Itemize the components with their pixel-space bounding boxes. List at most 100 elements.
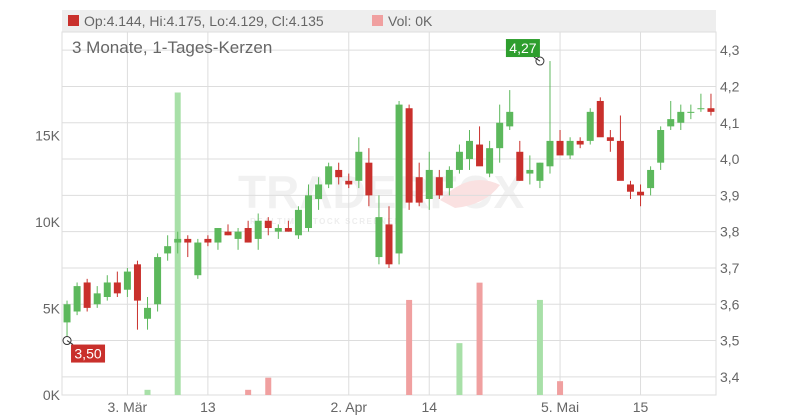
candle-up: [63, 304, 71, 323]
date-tick-label: 14: [421, 399, 437, 415]
candle-down: [707, 108, 715, 112]
price-tick-label: 3,9: [720, 187, 740, 203]
candle-up: [174, 238, 182, 243]
candle-down: [556, 140, 564, 156]
low-marker-box: [71, 344, 106, 363]
candles: [63, 61, 715, 341]
candle-up: [496, 122, 504, 149]
candle-up: [103, 282, 111, 297]
candle-up: [677, 111, 685, 123]
date-tick-label: 3. Mär: [108, 399, 148, 415]
candle-up: [355, 151, 363, 181]
candle-up: [647, 169, 655, 189]
volume-bar: [476, 282, 483, 395]
volume-bar: [456, 343, 463, 395]
candle-down: [113, 282, 121, 294]
candle-down: [637, 191, 645, 196]
volume-bar: [406, 299, 413, 395]
candle-up: [465, 140, 473, 160]
candle-down: [335, 169, 343, 178]
candle-up: [254, 220, 262, 239]
volume-tick-label: 10K: [35, 214, 61, 230]
price-tick-label: 3,5: [720, 333, 740, 349]
candle-up: [667, 119, 675, 127]
candle-up: [234, 231, 242, 239]
candle-up: [93, 293, 101, 305]
high-marker-leader: [533, 56, 541, 62]
candle-up: [375, 217, 383, 258]
chart-title: 3 Monate, 1-Tages-Kerzen: [72, 38, 272, 57]
candle-down: [415, 177, 423, 203]
candle-down: [516, 151, 524, 181]
grid: [61, 31, 717, 396]
candle-up: [657, 130, 665, 163]
candle-down: [435, 177, 443, 196]
price-tick-label: 3,7: [720, 260, 740, 276]
volume-bar: [265, 377, 272, 395]
price-tick-label: 3,6: [720, 296, 740, 312]
price-tick-label: 4,3: [720, 42, 740, 58]
candle-up: [687, 111, 695, 113]
candle-up: [526, 169, 534, 174]
candle-down: [365, 162, 373, 196]
watermark: TRADERFOX REALTIME STOCK SCREENER: [238, 166, 525, 226]
volume-legend: Vol: 0K: [388, 13, 433, 29]
candle-up: [154, 257, 162, 305]
candle-down: [616, 140, 624, 181]
candle-down: [576, 140, 584, 145]
candle-down: [264, 220, 272, 229]
candle-up: [425, 169, 433, 199]
candle-down: [284, 228, 292, 232]
candle-down: [596, 100, 604, 138]
volume-bar: [144, 389, 151, 395]
ohlc-legend: Op:4.144, Hi:4.175, Lo:4.129, Cl:4.135: [84, 13, 324, 29]
volume-tick-label: 0K: [43, 387, 61, 403]
candle-down: [385, 224, 393, 265]
candle-up: [325, 166, 333, 185]
price-tick-label: 4,1: [720, 115, 740, 131]
high-marker-box: [505, 39, 540, 58]
candle-up: [486, 148, 494, 174]
candle-down: [184, 238, 192, 243]
candle-up: [445, 169, 453, 189]
candle-up: [274, 228, 282, 232]
candle-down: [606, 137, 614, 141]
volume-bar: [557, 381, 564, 395]
price-tick-label: 3,4: [720, 369, 740, 385]
candle-down: [133, 264, 141, 301]
axes: 3,4 3,5 3,6 3,7 3,8 3,9 4,0 4,1 4,2 4,3 0K 5K 10K 15K…: [35, 42, 740, 415]
candle-down: [224, 231, 232, 236]
volume-legend-swatch: [372, 15, 383, 26]
candle-down: [244, 228, 252, 243]
candle-down: [476, 144, 484, 167]
candle-up: [455, 151, 463, 170]
watermark-tagline: REALTIME STOCK SCREENER: [250, 217, 402, 226]
candle-up: [536, 162, 544, 181]
ohlc-legend-swatch: [68, 15, 79, 26]
watermark-fox-icon: [440, 180, 500, 208]
date-tick-label: 5. Mai: [541, 399, 579, 415]
plot-frame: [61, 31, 717, 396]
date-tick-label: 13: [200, 399, 216, 415]
candle-up: [566, 140, 574, 156]
volume-bar: [536, 299, 543, 395]
markers: 4,27 3,50: [62, 39, 545, 363]
candle-down: [83, 282, 91, 308]
candle-up: [546, 140, 554, 167]
low-marker-label: 3,50: [74, 346, 101, 362]
candle-up: [586, 111, 594, 141]
candle-up: [214, 228, 222, 243]
candle-up: [506, 111, 514, 127]
candle-down: [345, 180, 353, 185]
candle-down: [405, 108, 413, 203]
candle-up: [123, 271, 131, 290]
candle-up: [697, 108, 705, 110]
candle-up: [73, 286, 81, 312]
candle-up: [194, 242, 202, 276]
volume-tick-label: 15K: [35, 128, 61, 144]
low-marker-leader: [66, 340, 74, 345]
candle-up: [315, 184, 323, 199]
candle-up: [294, 209, 302, 236]
volume-bar: [245, 389, 252, 395]
